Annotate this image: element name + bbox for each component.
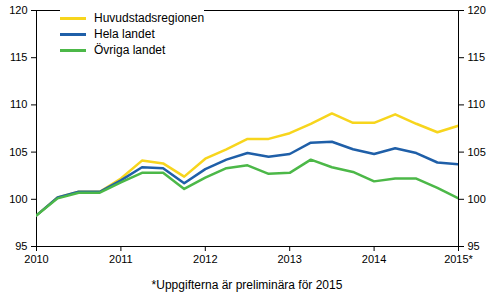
html-text:Övriga landet: Övriga landet bbox=[94, 43, 166, 57]
svg-text:2013: 2013 bbox=[277, 253, 301, 265]
svg-text:115: 115 bbox=[10, 51, 28, 63]
svg-text:95: 95 bbox=[15, 240, 27, 252]
svg-text:105: 105 bbox=[468, 146, 486, 158]
html-text:Huvudstadsregionen: Huvudstadsregionen bbox=[94, 11, 205, 25]
svg-text:110: 110 bbox=[10, 98, 28, 110]
svg-text:2014: 2014 bbox=[362, 253, 386, 265]
svg-text:95: 95 bbox=[468, 240, 480, 252]
svg-text:2012: 2012 bbox=[193, 253, 217, 265]
svg-text:115: 115 bbox=[468, 51, 486, 63]
svg-text:2015*: 2015* bbox=[444, 253, 473, 265]
svg-text:120: 120 bbox=[468, 4, 486, 16]
html-text:*Uppgifterna är preliminära fö: *Uppgifterna är preliminära för 2015 bbox=[151, 278, 343, 292]
svg-text:100: 100 bbox=[468, 193, 486, 205]
svg-text:110: 110 bbox=[468, 98, 486, 110]
svg-text:105: 105 bbox=[9, 146, 27, 158]
svg-text:120: 120 bbox=[9, 4, 27, 16]
svg-text:2010: 2010 bbox=[24, 253, 48, 265]
svg-text:2011: 2011 bbox=[109, 253, 133, 265]
html-text:Hela landet: Hela landet bbox=[94, 27, 155, 41]
svg-text:100: 100 bbox=[9, 193, 27, 205]
